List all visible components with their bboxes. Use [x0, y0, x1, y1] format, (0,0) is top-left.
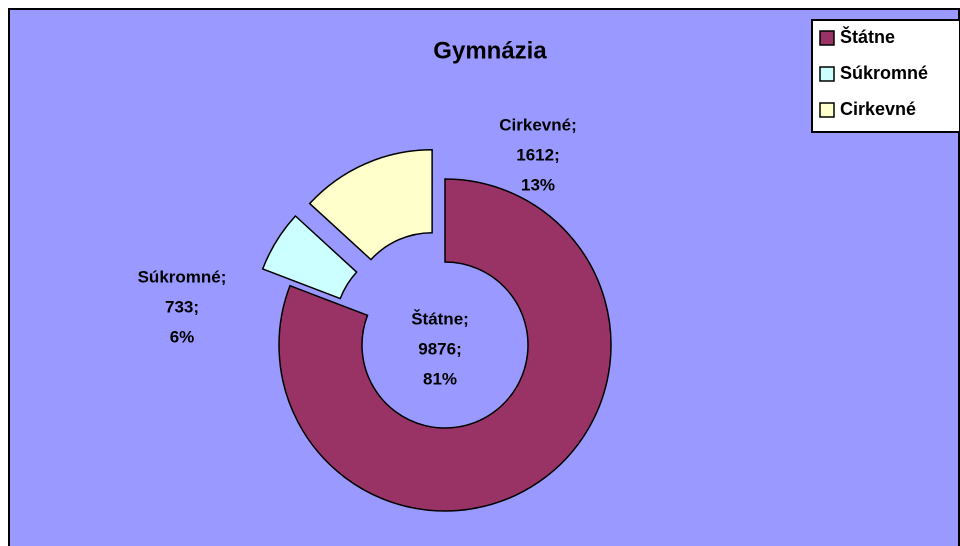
- donut-slice: [278, 178, 612, 512]
- data-label: Štátne;: [411, 309, 469, 328]
- donut-slice: [261, 214, 358, 300]
- legend-label: Súkromné: [840, 63, 928, 83]
- data-label: Súkromné;: [138, 267, 227, 286]
- chart-title: Gymnázia: [433, 37, 547, 64]
- data-label: 13%: [521, 175, 555, 194]
- legend: [811, 19, 960, 133]
- legend-box: [811, 19, 960, 133]
- legend-label: Štátne: [840, 26, 895, 47]
- legend-swatch: [819, 66, 835, 82]
- legend-label: Cirkevné: [840, 99, 916, 119]
- data-label: 6%: [170, 327, 195, 346]
- legend-swatch: [819, 102, 835, 118]
- data-label: 9876;: [418, 339, 461, 358]
- data-label: 733;: [165, 297, 199, 316]
- data-label: Cirkevné;: [499, 115, 576, 134]
- data-label: 1612;: [516, 145, 559, 164]
- data-label: 81%: [423, 369, 457, 388]
- donut-slice: [308, 148, 433, 261]
- legend-swatch: [819, 30, 835, 46]
